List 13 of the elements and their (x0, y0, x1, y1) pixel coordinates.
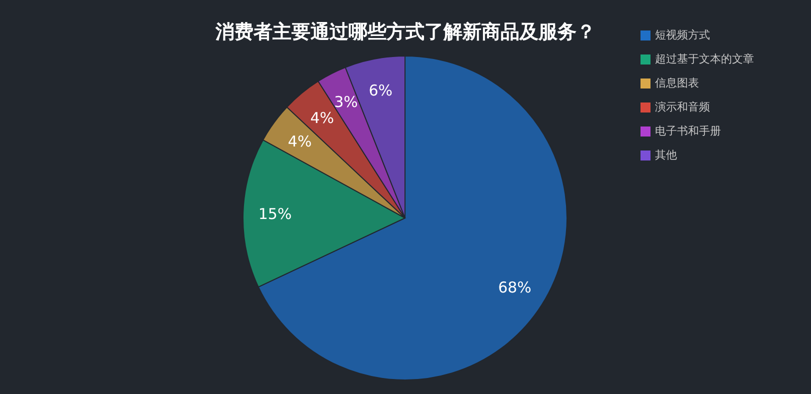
legend-label: 短视频方式 (655, 28, 710, 42)
data-label: 4% (310, 108, 334, 127)
data-label: 6% (368, 81, 393, 100)
legend-label: 其他 (655, 148, 677, 162)
data-label: 3% (334, 93, 358, 112)
data-label: 4% (288, 132, 312, 151)
legend-label: 超过基于文本的文章 (655, 52, 754, 66)
data-label: 15% (258, 204, 292, 223)
data-label: 68% (498, 278, 532, 297)
chart-title: 消费者主要通过哪些方式了解新商品及服务？ (214, 21, 596, 43)
legend-label: 电子书和手册 (655, 124, 721, 138)
legend-label: 信息图表 (655, 76, 699, 90)
legend-label: 演示和音频 (655, 100, 710, 114)
